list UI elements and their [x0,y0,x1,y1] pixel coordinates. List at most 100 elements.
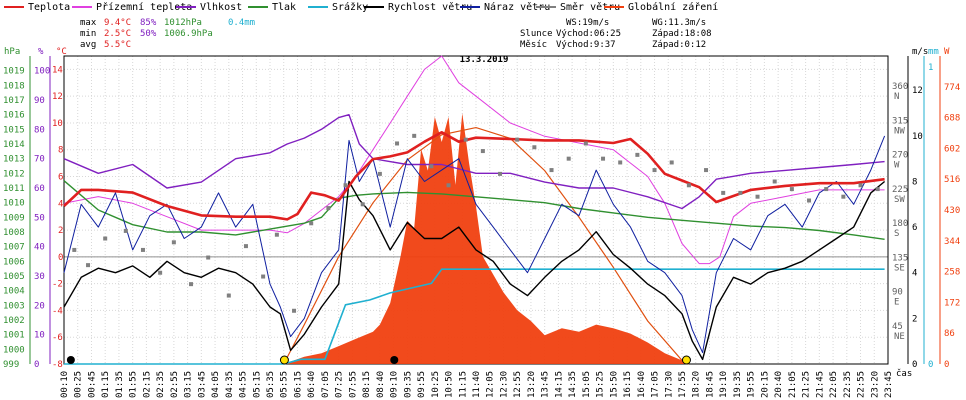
legend-item: Srážky [308,2,368,13]
tick-label-wind-direction: 90 [892,288,903,298]
tick-label-time: 12:05 [486,371,496,398]
tick-label-humidity: 0 [34,360,39,370]
wind-direction-point [583,141,588,146]
legend-swatch [308,6,328,8]
wind-direction-point [772,179,777,184]
wind-direction-point [566,156,571,161]
tick-label-time: 00:45 [87,371,97,398]
wind-direction-point [463,137,468,142]
legend-swatch [460,6,480,8]
wind-direction-point [669,160,674,165]
wind-direction-point [480,149,485,154]
tick-label-pressure: 1001 [3,331,25,341]
tick-label-time: 08:15 [362,371,372,398]
tick-label-pressure: 1013 [3,155,25,165]
tick-label-pressure: 1011 [3,184,25,194]
tick-label-time: 15:05 [582,371,592,398]
tick-label-wind-direction: 360 [892,82,908,92]
series-wind-gust [63,135,886,354]
tick-label-time: 12:55 [513,371,523,398]
tick-label-time: 20:15 [760,371,770,398]
tick-label-temperature: 2 [58,226,63,236]
tick-label-time: 05:35 [266,371,276,398]
tick-label-time: 03:15 [184,371,194,398]
tick-label-time: 00:10 [60,371,70,398]
astro-moon-label: Měsíc [520,40,548,50]
tick-label-time: 14:35 [568,371,578,398]
tick-label-time: 19:10 [719,371,729,398]
axis-unit-degc: °C [56,47,67,57]
tick-label-wind-speed: 6 [912,223,917,233]
wind-direction-point [274,232,279,237]
tick-label-time: 04:35 [225,371,235,398]
series-pressure [63,180,885,240]
tick-label-compass: SW [894,195,905,205]
stat-avg-label: avg [80,40,97,50]
legend-item: Tlak [248,2,296,13]
wind-direction-point [86,263,91,268]
tick-label-time: 19:35 [733,371,743,398]
wind-direction-point [226,293,231,298]
tick-label-time: 02:15 [142,371,152,398]
tick-label-time: 10:50 [445,371,455,398]
tick-label-time: 01:35 [115,371,125,398]
tick-label-pressure: 1014 [3,140,25,150]
tick-label-time: 11:40 [472,371,482,398]
wind-direction-point [103,236,108,241]
wind-direction-point [171,240,176,245]
series-wind-speed [63,180,886,361]
stat-max-rain: 0.4mm [228,18,256,28]
legend-label: Teplota [28,2,71,13]
tick-label-time: 06:15 [293,371,303,398]
tick-label-humidity: 70 [34,155,45,165]
tick-label-compass: W [894,161,900,171]
tick-label-humidity: 20 [34,301,45,311]
sun-marker-icon [279,355,289,365]
legend-item: Teplota [4,2,70,13]
wind-direction-point [755,194,760,199]
tick-label-pressure: 1018 [3,81,25,91]
tick-label-time: 09:35 [403,371,413,398]
tick-label-wind-speed: 12 [912,86,923,96]
tick-label-time: 15:50 [609,371,619,398]
wind-direction-point [206,255,211,260]
astro-sun-label: Slunce [520,29,553,39]
tick-label-wind-direction: 315 [892,116,908,126]
tick-label-time: 07:55 [348,371,358,398]
tick-label-pressure: 1019 [3,67,25,77]
tick-label-pressure: 1000 [3,345,25,355]
tick-label-radiation: 86 [944,329,955,339]
stat-min-label: min [80,29,97,39]
tick-label-time: 21:05 [788,371,798,398]
stat-avg-temp: 5.5°C [104,40,132,50]
tick-label-compass: N [894,92,899,102]
wind-direction-point [412,133,417,138]
wind-direction-point [686,183,691,188]
series-radiation-area [64,113,888,364]
tick-label-time: 18:20 [692,371,702,398]
axis-unit-hpa: hPa [4,47,20,57]
wind-direction-point [189,282,194,287]
tick-label-time: 05:55 [280,371,290,398]
legend-label: Přízemní teplota [96,2,193,13]
legend-item: Vlhkost [176,2,242,13]
series-temperature [63,131,885,221]
tick-label-temperature: 10 [52,119,63,129]
tick-label-humidity: 90 [34,96,45,106]
legend-swatch [536,6,556,8]
series-rain [64,268,885,365]
axis-unit-w: W [944,47,950,57]
wind-direction-point [515,137,520,142]
tick-label-compass: SE [894,263,905,273]
legend-label: Náraz větru [484,2,551,13]
legend-item: Globální záření [604,2,718,13]
tick-label-pressure: 1008 [3,228,25,238]
tick-label-time: 12:30 [499,371,509,398]
astro-sun-rise: Východ:06:25 [556,29,622,39]
tick-label-time: 14:15 [554,371,564,398]
wind-direction-point [429,164,434,169]
tick-label-time: 17:05 [651,371,661,398]
tick-label-radiation: 172 [944,298,960,308]
tick-label-radiation: 430 [944,206,960,216]
